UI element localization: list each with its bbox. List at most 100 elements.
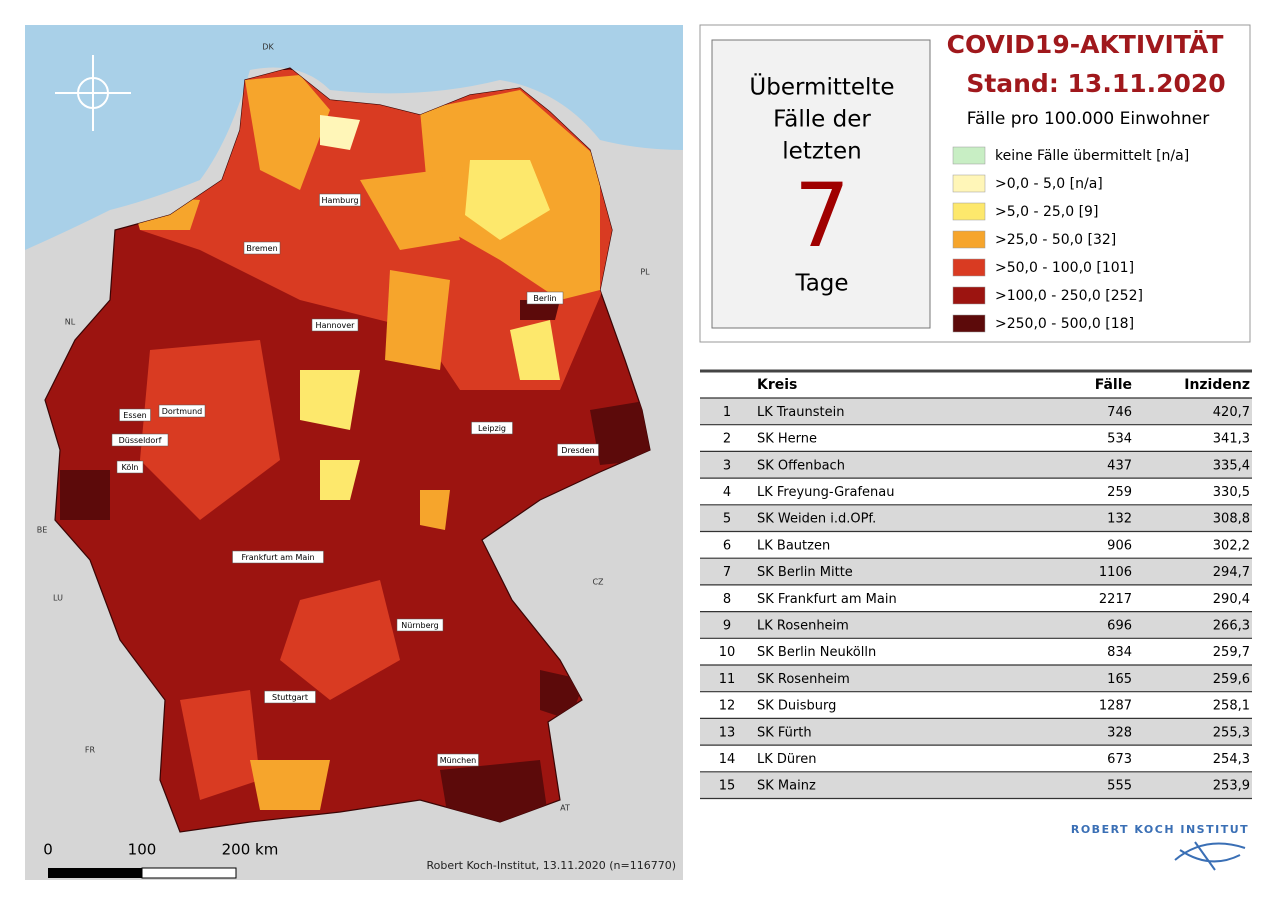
city-label: Berlin (533, 294, 556, 303)
district: SK Berlin Neukölln (757, 645, 876, 660)
city-label: Köln (121, 463, 138, 472)
incidence: 294,7 (1213, 565, 1250, 580)
rank: 11 (719, 672, 736, 687)
city-label-box (158, 404, 206, 418)
incidence: 266,3 (1213, 618, 1250, 633)
column-header: Inzidenz (1184, 377, 1250, 393)
source: Robert Koch-Institut, 13.11.2020 (n=1167… (427, 859, 677, 872)
incidence: 259,7 (1213, 645, 1250, 660)
city-label: Frankfurt am Main (241, 553, 314, 562)
country-label: NL (65, 318, 76, 327)
city-label-box (437, 753, 479, 767)
compass (55, 55, 131, 131)
country-label: AT (560, 804, 570, 813)
cases: 555 (1107, 779, 1132, 794)
district: SK Mainz (757, 779, 816, 794)
scale-label: 100 (128, 841, 157, 859)
district: SK Frankfurt am Main (757, 592, 897, 607)
country-label: FR (85, 746, 96, 755)
rank: 7 (723, 565, 731, 580)
city-label: Dresden (561, 446, 594, 455)
country-label: CZ (592, 578, 604, 587)
cases: 696 (1107, 618, 1132, 633)
box-line: Fälle der (773, 107, 871, 133)
legend-label: >25,0 - 50,0 [32] (995, 232, 1116, 248)
logo: ROBERT KOCH INSTITUT (1071, 823, 1249, 836)
rank: 5 (723, 512, 731, 527)
district: SK Herne (757, 432, 817, 447)
country-label: DK (262, 43, 274, 52)
district: SK Duisburg (757, 699, 836, 714)
city-label: Bremen (246, 244, 277, 253)
table-row (700, 691, 1252, 719)
legend-swatch (952, 202, 986, 221)
box-line: Übermittelte (749, 73, 894, 101)
legend-label: >50,0 - 100,0 [101] (995, 260, 1134, 276)
rank: 4 (723, 485, 731, 500)
cases: 1106 (1099, 565, 1132, 580)
cases: 259 (1107, 485, 1132, 500)
table-row (700, 638, 1252, 665)
city-label-box (319, 193, 361, 207)
city-label-box (116, 460, 144, 474)
scale-label: 0 (43, 841, 53, 859)
legend-label: >250,0 - 500,0 [18] (995, 316, 1134, 332)
table-row (700, 718, 1252, 746)
city-label-box (526, 291, 564, 305)
city-label-box (243, 241, 281, 255)
city-label: Stuttgart (272, 693, 308, 702)
days-unit: Tage (794, 271, 848, 297)
rank: 6 (723, 538, 731, 553)
legend-label: >100,0 - 250,0 [252] (995, 288, 1143, 304)
city-label-box (471, 421, 513, 435)
rank: 10 (719, 645, 736, 660)
logo-mark (1174, 841, 1246, 871)
city-label-box (111, 433, 169, 447)
rank: 14 (719, 752, 736, 767)
legend-swatch (952, 314, 986, 333)
legend-swatch (952, 174, 986, 193)
table-row (700, 665, 1252, 692)
cases: 673 (1107, 752, 1132, 767)
incidence: 255,3 (1213, 725, 1250, 740)
city-label-box (232, 550, 324, 564)
district: SK Rosenheim (757, 672, 850, 687)
cases: 437 (1107, 458, 1132, 473)
scale-label: 200 km (222, 841, 279, 859)
table-row (700, 531, 1252, 559)
district: LK Bautzen (757, 538, 830, 553)
district: SK Berlin Mitte (757, 565, 853, 580)
rank: 13 (719, 725, 736, 740)
rank: 12 (719, 699, 736, 714)
title: COVID19-AKTIVITÄT (947, 29, 1224, 59)
scale-bar (48, 868, 142, 878)
cases: 328 (1107, 725, 1132, 740)
cases: 906 (1107, 538, 1132, 553)
city-label: Nürnberg (401, 621, 439, 630)
incidence: 302,2 (1213, 538, 1250, 553)
city-label-box (396, 618, 444, 632)
header: Übermittelte Fälle der letzten 7 Tage CO… (699, 24, 1251, 343)
country-label: PL (640, 268, 650, 277)
incidence: 254,3 (1213, 752, 1250, 767)
rank: 8 (723, 592, 731, 607)
incidence: 420,7 (1213, 405, 1250, 420)
table-row (700, 611, 1252, 639)
table-row (700, 424, 1252, 452)
legend-swatch (952, 258, 986, 277)
cases: 534 (1107, 432, 1132, 447)
cases: 1287 (1099, 699, 1132, 714)
cases: 2217 (1099, 592, 1132, 607)
cases: 132 (1107, 512, 1132, 527)
district: LK Freyung-Grafenau (757, 485, 894, 500)
district: SK Offenbach (757, 458, 845, 473)
district: LK Rosenheim (757, 618, 849, 633)
incidence: 253,9 (1213, 779, 1250, 794)
rank: 3 (723, 458, 731, 473)
district: LK Düren (757, 752, 816, 767)
table-row (700, 451, 1252, 479)
city-label-box (311, 318, 359, 332)
legend-swatch (952, 230, 986, 249)
rank: 2 (723, 432, 731, 447)
